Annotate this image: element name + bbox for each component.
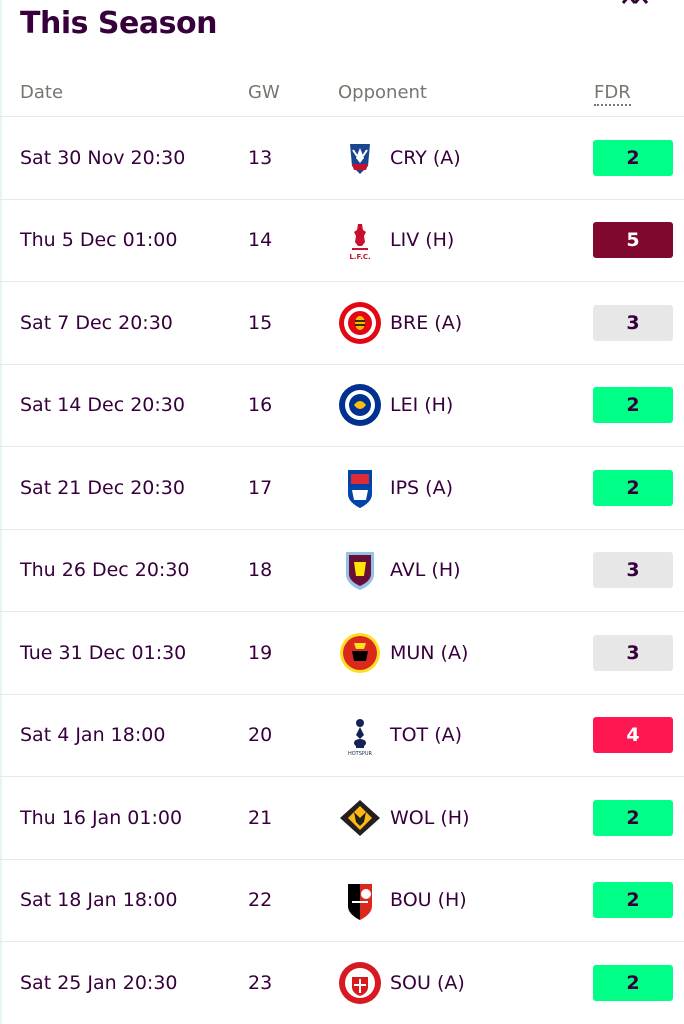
fixture-gameweek: 17 (248, 476, 273, 499)
fixture-gameweek: 23 (248, 971, 273, 994)
southampton-crest-icon (338, 961, 382, 1005)
fixture-opponent: LEI (H) (390, 394, 454, 417)
fixture-date: Thu 26 Dec 20:30 (20, 559, 190, 582)
fixture-row[interactable]: Sat 7 Dec 20:30 15 BRE (A) 3 (0, 282, 684, 365)
tottenham-crest-icon: HOTSPUR (338, 713, 382, 757)
fixture-row[interactable]: Sat 25 Jan 20:30 23 SOU (A) 2 (0, 942, 684, 1024)
fixture-row[interactable]: Sat 14 Dec 20:30 16 LEI (H) 2 (0, 365, 684, 447)
fixture-opponent: CRY (A) (390, 146, 461, 169)
fixture-row[interactable]: Sat 30 Nov 20:30 13 CRY (A) 2 (0, 117, 684, 200)
fixture-gameweek: 14 (248, 229, 273, 252)
fixture-date: Sat 30 Nov 20:30 (20, 146, 186, 169)
man-utd-crest-icon (338, 631, 382, 675)
fixture-row[interactable]: Thu 16 Jan 01:00 21 WOL (H) 2 (0, 777, 684, 860)
fixture-row[interactable]: Thu 26 Dec 20:30 18 AVL (H) 3 (0, 530, 684, 612)
column-header-date: Date (20, 82, 64, 103)
table-header: Date GW Opponent FDR (0, 70, 684, 117)
liverpool-crest-icon: L.F.C. (338, 218, 382, 262)
fdr-badge: 3 (593, 304, 673, 341)
fixture-gameweek: 13 (248, 146, 273, 169)
fixture-date: Sat 14 Dec 20:30 (20, 394, 185, 417)
fdr-badge: 2 (593, 882, 673, 919)
fdr-badge: 2 (593, 964, 673, 1001)
column-header-fdr[interactable]: FDR (594, 82, 631, 106)
fixture-row[interactable]: Sat 21 Dec 20:30 17 IPS (A) 2 (0, 447, 684, 530)
fixture-gameweek: 20 (248, 724, 273, 747)
fdr-badge: 3 (593, 552, 673, 589)
chevron-up-icon[interactable] (620, 0, 650, 8)
fixture-date: Thu 16 Jan 01:00 (20, 806, 183, 829)
fdr-badge: 5 (593, 222, 673, 259)
fixture-date: Sat 18 Jan 18:00 (20, 889, 178, 912)
fixture-opponent: AVL (H) (390, 559, 461, 582)
fixture-list: Sat 30 Nov 20:30 13 CRY (A) 2 Thu 5 Dec 01:0… (0, 117, 684, 1024)
fixture-opponent: IPS (A) (390, 476, 453, 499)
fixture-opponent: TOT (A) (390, 724, 463, 747)
fdr-badge: 2 (593, 469, 673, 506)
fixture-date: Sat 4 Jan 18:00 (20, 724, 166, 747)
fixture-date: Sat 25 Jan 20:30 (20, 971, 178, 994)
fixture-date: Thu 5 Dec 01:00 (20, 229, 178, 252)
fixture-gameweek: 22 (248, 889, 273, 912)
fixture-gameweek: 18 (248, 559, 273, 582)
fdr-badge: 4 (593, 717, 673, 754)
fixture-opponent: LIV (H) (390, 229, 455, 252)
crystal-palace-crest-icon (338, 136, 382, 180)
fixture-row[interactable]: Tue 31 Dec 01:30 19 MUN (A) 3 (0, 612, 684, 695)
fixture-opponent: BOU (H) (390, 889, 467, 912)
brentford-crest-icon (338, 301, 382, 345)
panel-edge (0, 0, 2, 1024)
fdr-badge: 2 (593, 799, 673, 836)
fixture-opponent: BRE (A) (390, 311, 463, 334)
fixture-gameweek: 16 (248, 394, 273, 417)
fixture-row[interactable]: Thu 5 Dec 01:00 14 L.F.C. LIV (H) 5 (0, 200, 684, 282)
fixture-opponent: WOL (H) (390, 806, 470, 829)
fixture-row[interactable]: Sat 18 Jan 18:00 22 BOU (H) 2 (0, 860, 684, 942)
column-header-gw: GW (248, 82, 280, 103)
aston-villa-crest-icon (338, 548, 382, 592)
fdr-badge: 2 (593, 139, 673, 176)
svg-text:HOTSPUR: HOTSPUR (348, 751, 373, 757)
fixture-gameweek: 19 (248, 641, 273, 664)
fdr-badge: 2 (593, 387, 673, 424)
fixture-opponent: MUN (A) (390, 641, 469, 664)
fixture-row[interactable]: Sat 4 Jan 18:00 20 HOTSPUR TOT (A) 4 (0, 695, 684, 777)
section-title: This Season (20, 6, 217, 41)
fixture-gameweek: 21 (248, 806, 273, 829)
bournemouth-crest-icon (338, 878, 382, 922)
wolves-crest-icon (338, 796, 382, 840)
fdr-badge: 3 (593, 634, 673, 671)
ipswich-crest-icon (338, 466, 382, 510)
leicester-crest-icon (338, 383, 382, 427)
fixture-date: Sat 21 Dec 20:30 (20, 476, 185, 499)
column-header-opponent: Opponent (338, 82, 427, 103)
fixture-gameweek: 15 (248, 311, 273, 334)
fixture-date: Tue 31 Dec 01:30 (20, 641, 187, 664)
svg-text:L.F.C.: L.F.C. (349, 253, 370, 261)
fixture-opponent: SOU (A) (390, 971, 465, 994)
fixture-date: Sat 7 Dec 20:30 (20, 311, 173, 334)
